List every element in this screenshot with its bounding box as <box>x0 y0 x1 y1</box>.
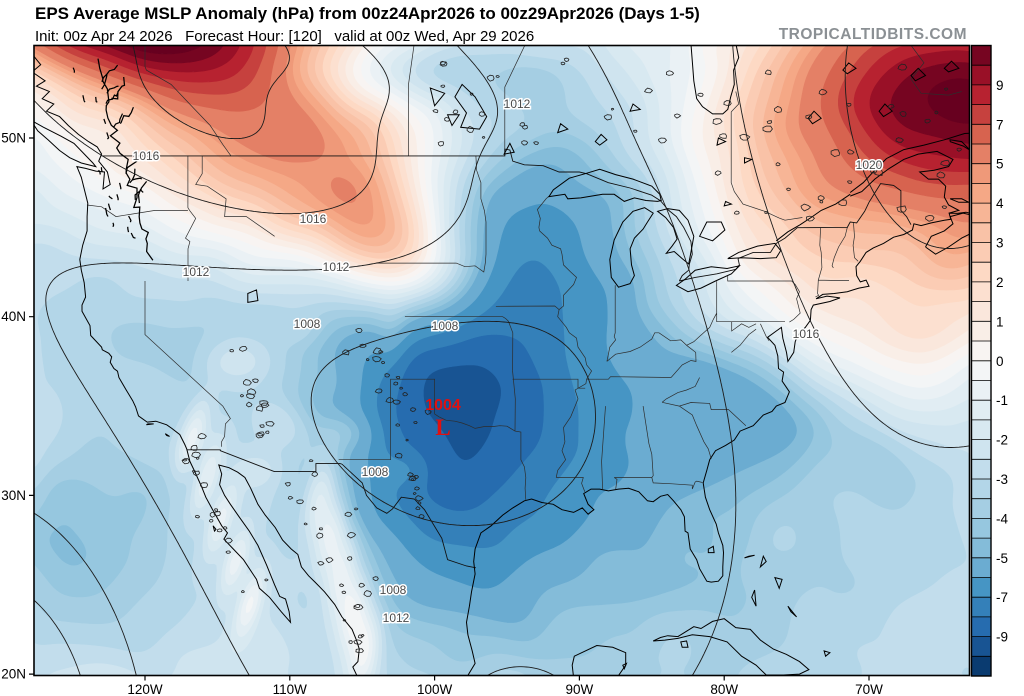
svg-text:-5: -5 <box>996 551 1008 566</box>
svg-text:90W: 90W <box>566 682 594 696</box>
svg-text:4: 4 <box>996 196 1004 211</box>
svg-text:1008: 1008 <box>362 465 389 479</box>
svg-text:0: 0 <box>996 354 1004 369</box>
svg-text:1016: 1016 <box>793 327 820 341</box>
svg-text:9: 9 <box>996 78 1004 93</box>
svg-text:1016: 1016 <box>300 212 327 226</box>
svg-text:1012: 1012 <box>183 265 210 279</box>
svg-text:1012: 1012 <box>383 611 410 625</box>
svg-text:1008: 1008 <box>432 319 459 333</box>
svg-text:-2: -2 <box>996 433 1008 448</box>
svg-text:7: 7 <box>996 117 1004 132</box>
svg-text:1008: 1008 <box>380 583 407 597</box>
svg-text:-3: -3 <box>996 472 1008 487</box>
svg-text:1012: 1012 <box>504 97 531 111</box>
svg-text:2: 2 <box>996 275 1004 290</box>
svg-text:20N: 20N <box>1 667 26 682</box>
svg-text:40N: 40N <box>1 309 26 324</box>
svg-text:-9: -9 <box>996 630 1008 645</box>
svg-text:1008: 1008 <box>294 317 321 331</box>
svg-text:110W: 110W <box>273 682 308 696</box>
svg-text:-1: -1 <box>996 393 1008 408</box>
svg-text:1: 1 <box>996 314 1004 329</box>
svg-text:100W: 100W <box>417 682 453 696</box>
svg-text:80W: 80W <box>710 682 738 696</box>
svg-text:1004: 1004 <box>425 397 461 414</box>
svg-text:30N: 30N <box>1 488 26 503</box>
svg-text:L: L <box>435 415 450 440</box>
svg-text:3: 3 <box>996 236 1004 251</box>
svg-text:-7: -7 <box>996 590 1008 605</box>
svg-text:5: 5 <box>996 157 1004 172</box>
svg-text:1012: 1012 <box>323 260 350 274</box>
svg-text:1020: 1020 <box>856 158 883 172</box>
svg-text:70W: 70W <box>855 682 883 696</box>
svg-text:50N: 50N <box>1 131 26 146</box>
svg-text:120W: 120W <box>127 682 163 696</box>
svg-text:-4: -4 <box>996 511 1008 526</box>
svg-text:1016: 1016 <box>133 149 160 163</box>
